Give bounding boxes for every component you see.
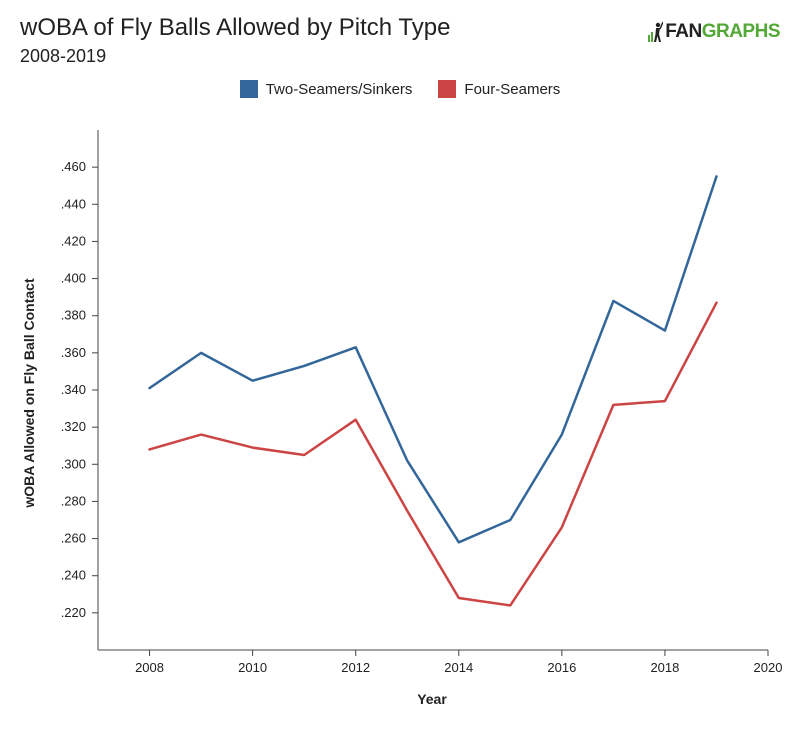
chart-subtitle: 2008-2019	[20, 46, 107, 66]
logo-text-fan: FAN	[665, 21, 702, 42]
x-tick-label: 2008	[135, 660, 164, 675]
y-tick-label: .280	[61, 493, 86, 508]
legend-item[interactable]: Two-Seamers/Sinkers	[239, 80, 413, 98]
x-tick-label: 2020	[754, 660, 783, 675]
chart-legend: Two-Seamers/Sinkers Four-Seamers	[0, 80, 800, 98]
x-tick-label: 2010	[238, 660, 267, 675]
series-line-four-seamers	[148, 301, 718, 607]
chart-title: wOBA of Fly Balls Allowed by Pitch Type	[20, 14, 451, 41]
x-axis-label: Year	[417, 691, 447, 707]
legend-label: Two-Seamers/Sinkers	[265, 80, 413, 98]
x-tick-label: 2018	[650, 660, 679, 675]
x-tick-label: 2016	[547, 660, 576, 675]
y-tick-label: .380	[61, 308, 86, 323]
y-tick-label: .320	[61, 419, 86, 434]
y-tick-label: .360	[61, 345, 86, 360]
legend-swatch	[438, 80, 457, 98]
y-tick-label: .400	[61, 271, 86, 286]
logo-text-graphs: GRAPHS	[701, 21, 781, 42]
legend-swatch	[239, 80, 258, 98]
fangraphs-logo[interactable]: FAN GRAPHS	[647, 20, 781, 44]
x-tick-label: 2014	[444, 660, 473, 675]
fangraphs-batter-icon	[648, 21, 664, 42]
x-tick-label: 2012	[341, 660, 370, 675]
y-axis-label: wOBA Allowed on Fly Ball Contact	[21, 278, 37, 509]
legend-item[interactable]: Four-Seamers	[438, 80, 560, 98]
y-tick-label: .440	[61, 196, 86, 211]
series-line-two-seamers	[148, 175, 718, 544]
y-tick-label: .340	[61, 382, 86, 397]
y-tick-label: .240	[61, 568, 86, 583]
y-tick-label: .220	[61, 605, 86, 620]
legend-label: Four-Seamers	[464, 80, 561, 98]
y-tick-label: .260	[61, 531, 86, 546]
y-tick-label: .460	[61, 159, 86, 174]
y-tick-label: .420	[61, 233, 86, 248]
y-tick-label: .300	[61, 456, 86, 471]
